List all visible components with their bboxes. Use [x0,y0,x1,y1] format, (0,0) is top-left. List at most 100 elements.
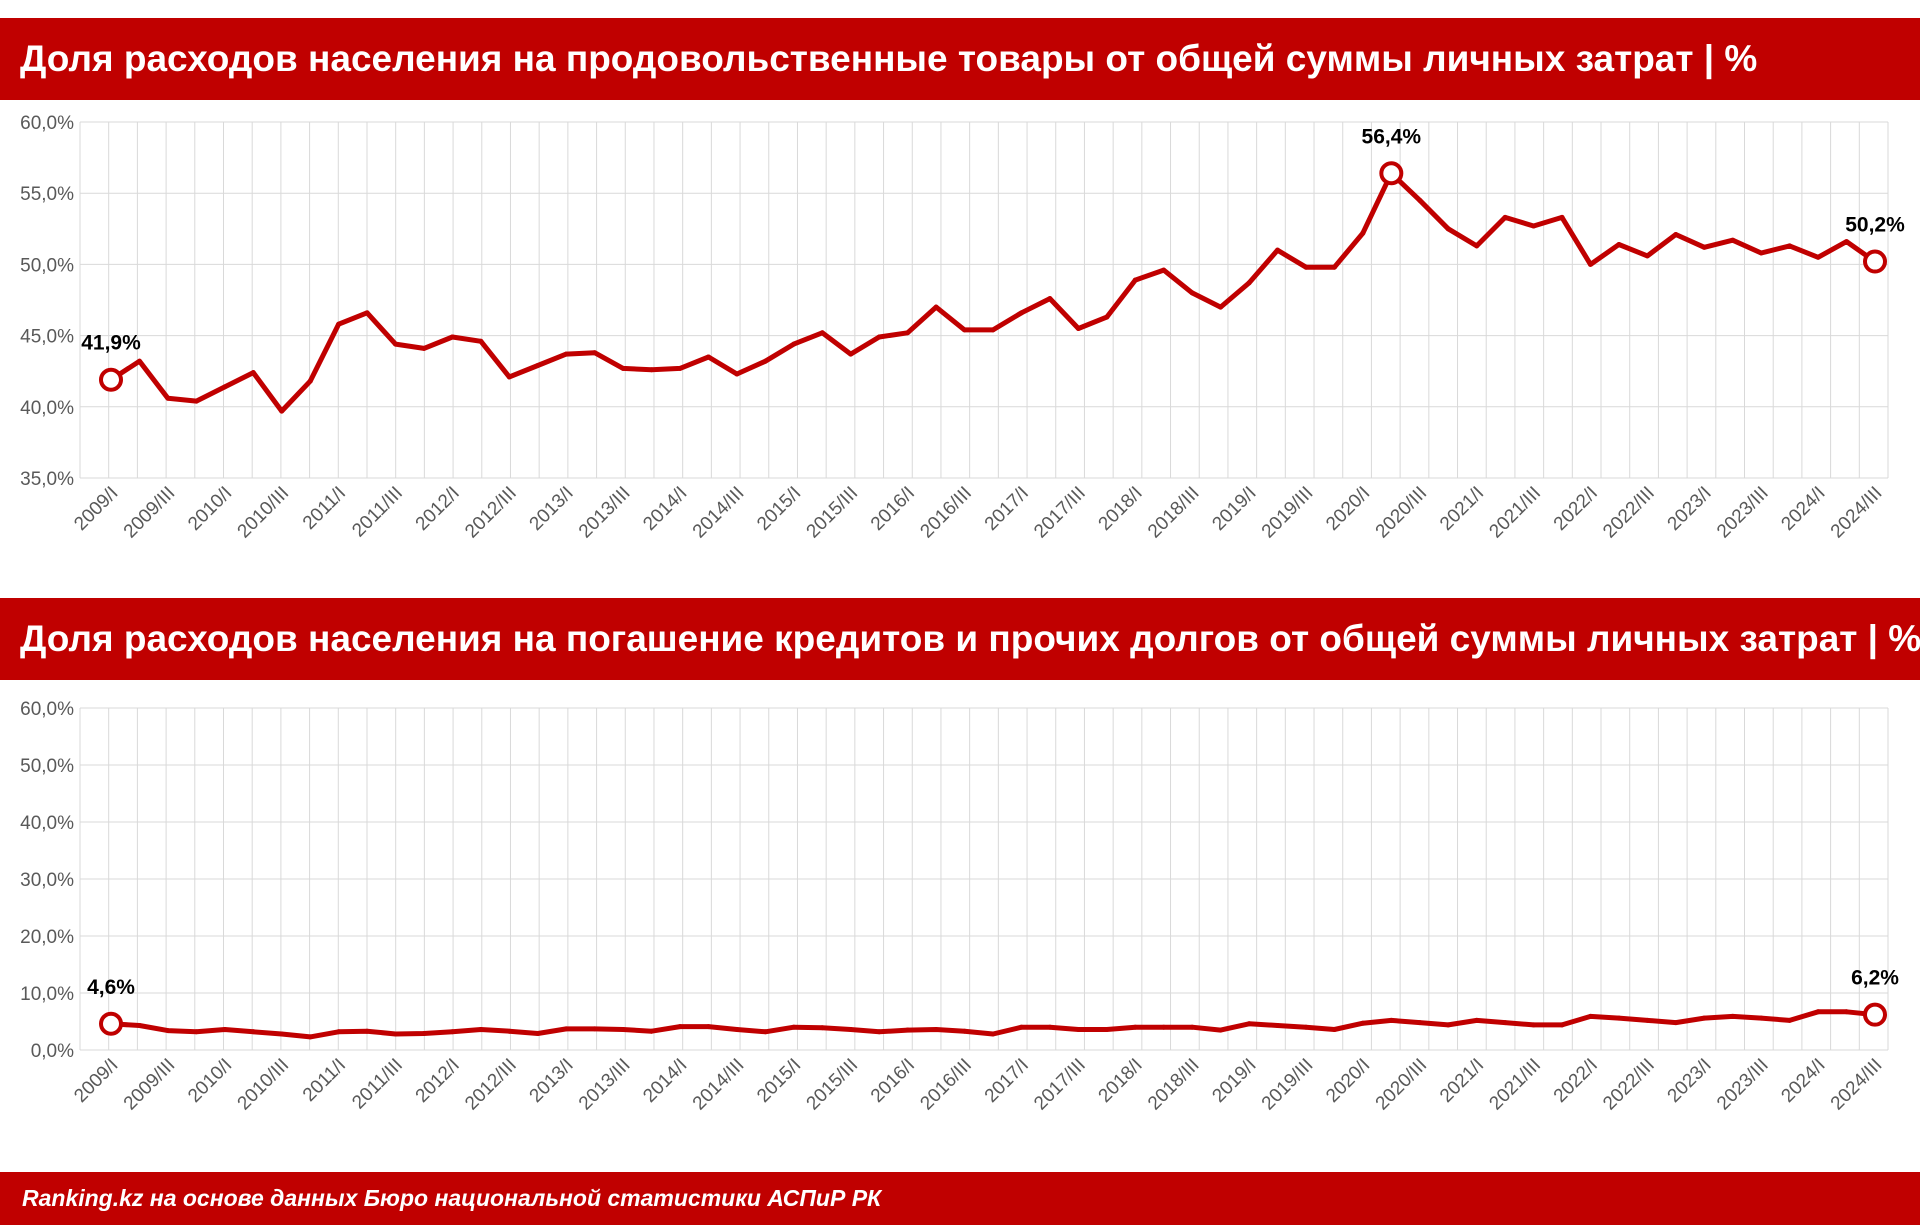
data-point [364,1028,370,1034]
x-tick-label: 2016/III [916,1055,976,1115]
x-tick-label: 2021/I [1436,1055,1488,1107]
data-point [535,363,541,369]
highlight-marker [1863,1002,1887,1027]
data-point [1189,1024,1195,1030]
data-point [1445,1022,1451,1028]
data-point [563,1026,569,1032]
x-tick-label: 2021/III [1485,1055,1545,1115]
x-tick-label: 2014/I [639,483,691,535]
x-tick-label: 2017/I [981,483,1033,535]
data-point [307,1034,313,1040]
x-tick-label: 2010/III [234,483,294,543]
data-point [506,1028,512,1034]
data-point [762,358,768,364]
x-tick-label: 2020/III [1372,1055,1432,1115]
data-point [1275,1022,1281,1028]
x-tick-label: 2019/I [1208,483,1260,535]
data-point [1360,230,1366,236]
data-point [1502,1020,1508,1026]
x-tick-label: 2023/I [1664,483,1716,535]
x-tick-label: 2012/III [461,1055,521,1115]
x-tick-label: 2009/I [70,483,122,535]
x-tick-label: 2011/III [348,1055,407,1114]
x-tick-label: 2019/III [1258,1055,1318,1115]
data-point [1815,254,1821,260]
x-tick-label: 2023/III [1713,483,1773,543]
data-point [250,370,256,376]
highlight-marker [99,367,123,392]
x-tick-label: 2011/I [299,1055,350,1106]
y-tick-label: 55,0% [20,184,74,205]
y-tick-label: 30,0% [20,870,74,891]
data-point [1275,247,1281,253]
y-tick-label: 60,0% [20,113,74,134]
data-point [421,1030,427,1036]
data-point [1587,261,1593,267]
data-point [1132,1024,1138,1030]
debt-share-chart: 0,0% 10,0% 20,0% 30,0% 40,0% 50,0% 60,0% 2009/I… [20,699,1899,1115]
x-tick-label: 2016/III [916,483,976,543]
x-tick-label: 2009/III [120,1055,180,1115]
x-tick-label: 2009/III [120,483,180,543]
data-point [876,1029,882,1035]
x-tick-label: 2010/III [234,1055,294,1115]
data-point [1303,1024,1309,1030]
data-point [620,365,626,371]
source-footer: Ranking.kz на основе данных Бюро национа… [0,1172,1920,1225]
x-tick-label: 2020/I [1322,483,1374,535]
data-point [905,1027,911,1033]
data-point [1075,1026,1081,1032]
x-tick-label: 2011/III [348,483,407,542]
x-tick-label: 2017/III [1030,483,1090,543]
data-point [1047,296,1053,302]
data-point [876,334,882,340]
y-tick-label: 50,0% [20,255,74,276]
data-point [307,378,313,384]
data-point [1331,1026,1337,1032]
x-tick-label: 2016/I [867,483,919,535]
x-tick-label: 2013/I [526,1055,578,1107]
y-tick-label: 40,0% [20,398,74,419]
data-point [1303,264,1309,270]
data-point [1559,1022,1565,1028]
x-tick-label: 2022/I [1550,1055,1602,1107]
data-point [449,334,455,340]
data-point [449,1029,455,1035]
x-tick-label: 2015/I [753,483,805,535]
data-point [1445,226,1451,232]
data-point [193,398,199,404]
data-point [1616,1015,1622,1021]
data-point [1730,237,1736,243]
data-point [649,1028,655,1034]
y-tick-label: 10,0% [20,984,74,1005]
data-point [1587,1013,1593,1019]
x-tick-label: 2023/III [1713,1055,1773,1115]
data-point [1844,239,1850,245]
data-point [592,350,598,356]
data-label: 4,6% [87,976,135,999]
data-point [990,327,996,333]
x-tick-label: 2012/I [412,483,464,535]
data-point [279,408,285,414]
x-tick-label: 2012/I [412,1055,464,1107]
data-point [1360,1020,1366,1026]
data-label: 56,4% [1362,125,1422,148]
data-point [848,1026,854,1032]
data-point [1701,244,1707,250]
x-tick-label: 2024/III [1827,483,1887,543]
data-point [962,327,968,333]
x-tick-label: 2018/III [1144,1055,1204,1115]
data-point [1246,280,1252,286]
y-tick-label: 35,0% [20,469,74,490]
x-tick-label: 2015/III [803,483,863,543]
data-point [592,1026,598,1032]
data-point [165,1028,171,1034]
data-point [620,1026,626,1032]
x-tick-label: 2014/I [639,1055,691,1107]
x-tick-label: 2013/III [575,483,635,543]
data-point [1246,1021,1252,1027]
data-point [1844,1009,1850,1015]
data-point [1474,1017,1480,1023]
data-point [1075,325,1081,331]
data-point [649,367,655,373]
